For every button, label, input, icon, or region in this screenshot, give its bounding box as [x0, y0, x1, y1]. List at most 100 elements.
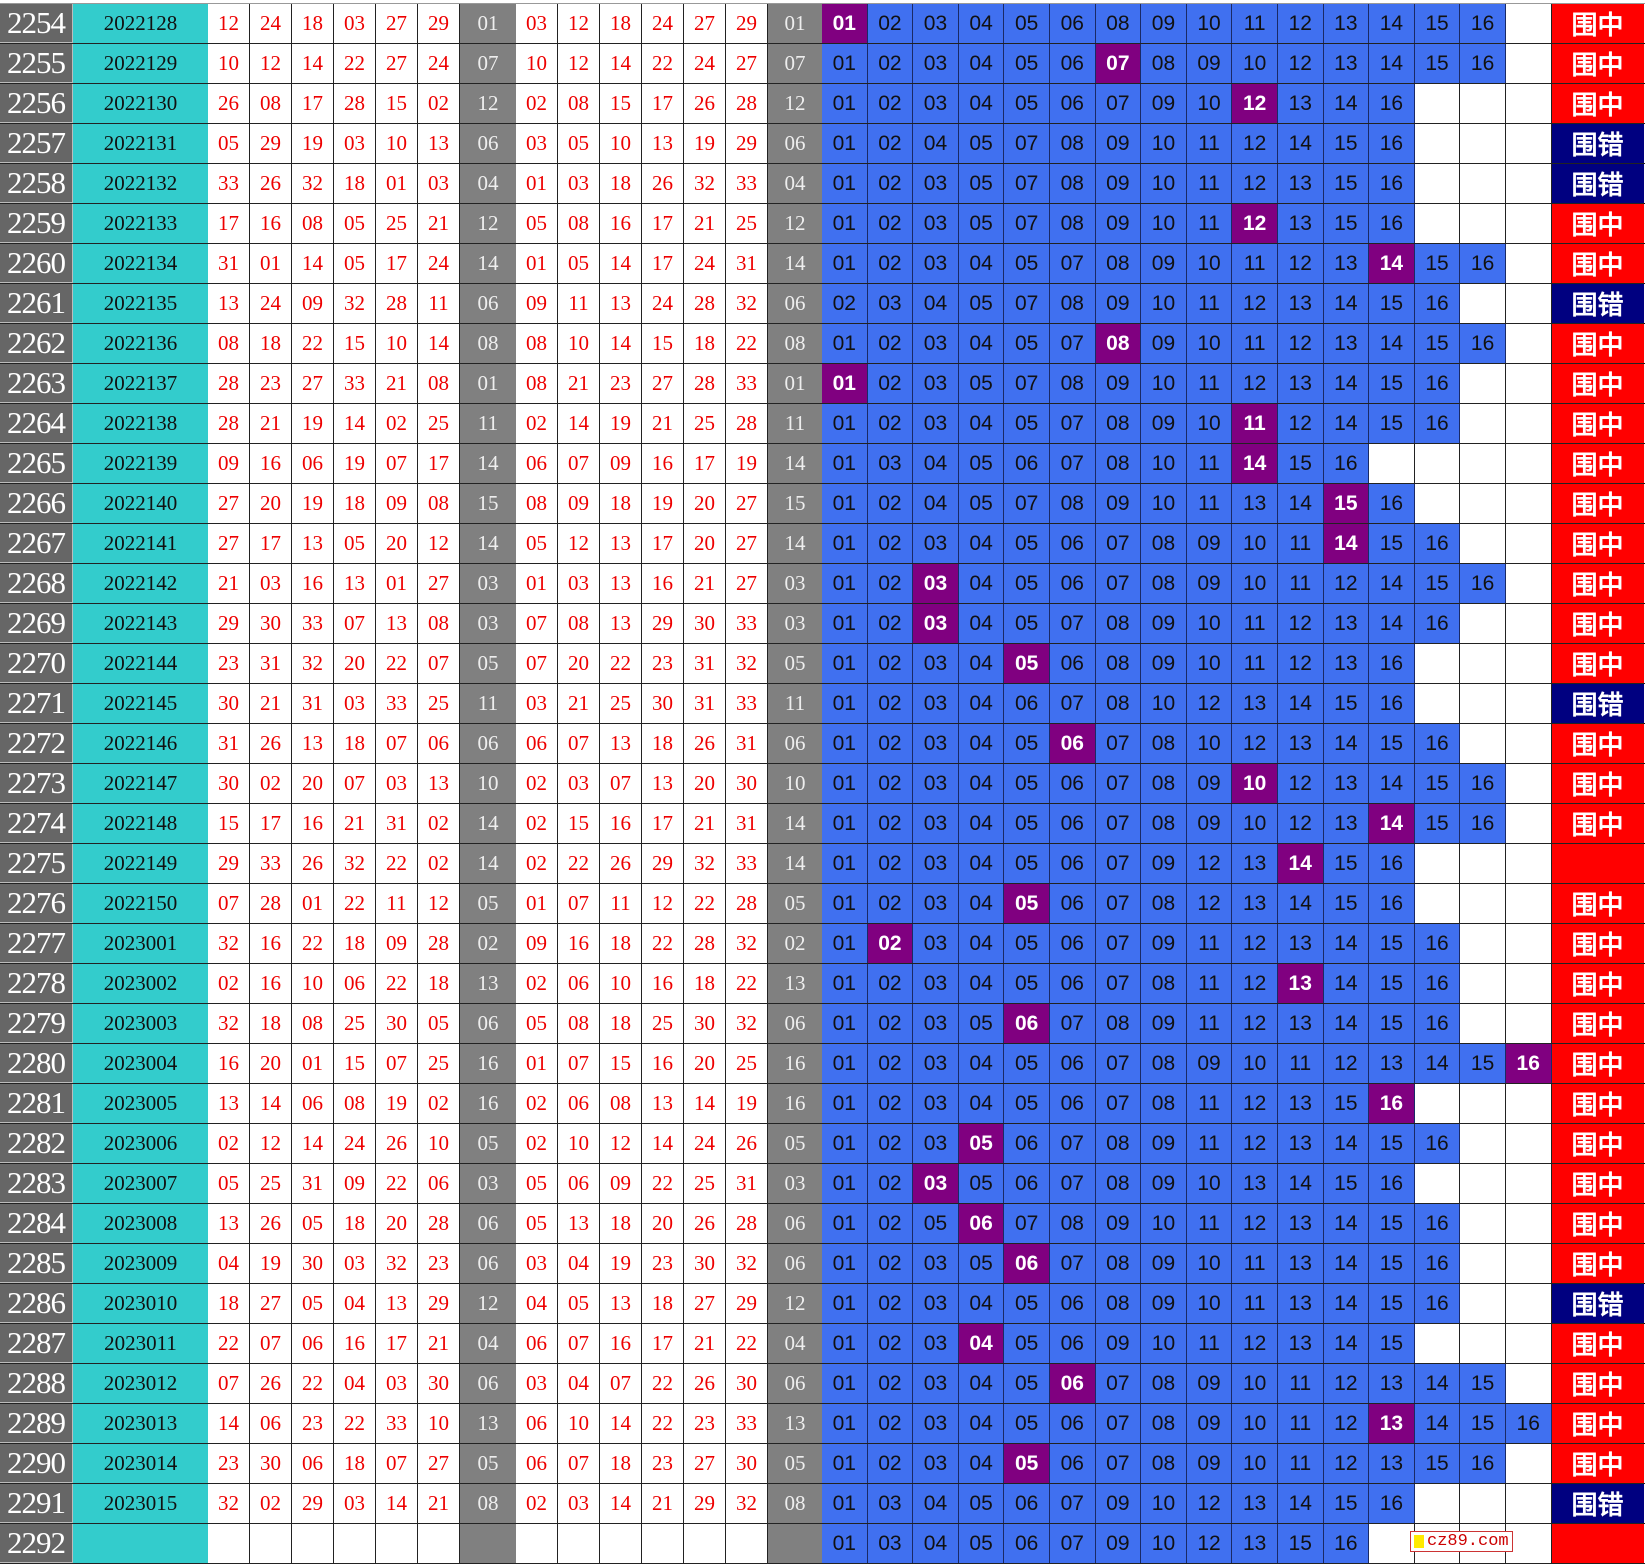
- red-ball-cell[interactable]: 24: [334, 1124, 376, 1163]
- red-ball-cell[interactable]: 21: [376, 364, 418, 403]
- red-ball-cell[interactable]: 12: [250, 44, 292, 83]
- candidate-number-cell[interactable]: 15: [1369, 404, 1415, 443]
- sorted-red-ball-cell[interactable]: 21: [642, 404, 684, 443]
- sorted-red-ball-cell[interactable]: 18: [600, 1004, 642, 1043]
- empty-cell[interactable]: [1460, 844, 1506, 883]
- candidate-number-cell[interactable]: 12: [1277, 44, 1324, 83]
- sorted-red-ball-cell[interactable]: 05: [558, 124, 600, 163]
- candidate-number-cell[interactable]: 10: [1232, 804, 1278, 843]
- candidate-number-cell[interactable]: 14: [1369, 604, 1415, 643]
- candidate-number-cell[interactable]: 15: [1369, 924, 1415, 963]
- candidate-number-cell[interactable]: 02: [867, 1124, 914, 1163]
- sorted-red-ball-cell[interactable]: 25: [684, 1164, 726, 1203]
- candidate-number-cell[interactable]: 07: [1095, 764, 1142, 803]
- candidate-number-cell[interactable]: 08: [1141, 1044, 1187, 1083]
- red-ball-cell[interactable]: 18: [334, 164, 376, 203]
- candidate-number-cell[interactable]: 07: [1049, 604, 1096, 643]
- candidate-number-cell[interactable]: 13: [1232, 844, 1278, 883]
- candidate-number-cell[interactable]: 05: [958, 1244, 1005, 1283]
- hit-number-cell[interactable]: 10: [1232, 764, 1278, 803]
- candidate-number-cell[interactable]: 04: [958, 964, 1005, 1003]
- candidate-number-cell[interactable]: 12: [1232, 124, 1278, 163]
- candidate-number-cell[interactable]: 15: [1277, 444, 1324, 483]
- blue-ball-cell[interactable]: 04: [768, 164, 822, 203]
- blue-ball-cell[interactable]: 11: [460, 404, 516, 443]
- empty-cell[interactable]: [1369, 1524, 1415, 1563]
- candidate-number-cell[interactable]: 14: [1369, 44, 1415, 83]
- blue-ball-cell[interactable]: 12: [460, 1284, 516, 1323]
- red-ball-cell[interactable]: 12: [250, 1124, 292, 1163]
- candidate-number-cell[interactable]: 15: [1369, 284, 1415, 323]
- row-index[interactable]: 2277: [0, 924, 73, 963]
- candidate-number-cell[interactable]: 11: [1277, 1044, 1324, 1083]
- red-ball-cell[interactable]: 14: [334, 404, 376, 443]
- sorted-red-ball-cell[interactable]: 30: [726, 1444, 768, 1483]
- candidate-number-cell[interactable]: 15: [1323, 124, 1370, 163]
- candidate-number-cell[interactable]: 01: [822, 644, 868, 683]
- candidate-number-cell[interactable]: 14: [1277, 684, 1324, 723]
- candidate-number-cell[interactable]: 05: [1004, 244, 1050, 283]
- candidate-number-cell[interactable]: 02: [867, 564, 914, 603]
- sorted-red-ball-cell[interactable]: 03: [516, 684, 558, 723]
- candidate-number-cell[interactable]: 10: [1186, 1284, 1233, 1323]
- sorted-red-ball-cell[interactable]: 10: [558, 324, 600, 363]
- sorted-red-ball-cell[interactable]: 09: [600, 444, 642, 483]
- red-ball-cell[interactable]: 28: [418, 1204, 460, 1243]
- row-index[interactable]: 2263: [0, 364, 73, 403]
- candidate-number-cell[interactable]: 02: [867, 1164, 914, 1203]
- red-ball-cell[interactable]: 07: [418, 644, 460, 683]
- candidate-number-cell[interactable]: 15: [1460, 1404, 1506, 1443]
- period-cell[interactable]: 2023013: [73, 1404, 208, 1443]
- empty-cell[interactable]: [1505, 684, 1552, 723]
- period-cell[interactable]: 2023004: [73, 1044, 208, 1083]
- sorted-red-ball-cell[interactable]: 16: [642, 564, 684, 603]
- hit-number-cell[interactable]: 16: [1369, 1084, 1415, 1123]
- candidate-number-cell[interactable]: 13: [1277, 924, 1324, 963]
- candidate-number-cell[interactable]: 02: [867, 604, 914, 643]
- period-cell[interactable]: 2023010: [73, 1284, 208, 1323]
- candidate-number-cell[interactable]: 11: [1277, 1404, 1324, 1443]
- red-ball-cell[interactable]: 07: [376, 1044, 418, 1083]
- candidate-number-cell[interactable]: 03: [867, 284, 914, 323]
- candidate-number-cell[interactable]: 05: [958, 1484, 1005, 1523]
- sorted-red-ball-cell[interactable]: 16: [600, 804, 642, 843]
- candidate-number-cell[interactable]: 16: [1414, 404, 1461, 443]
- candidate-number-cell[interactable]: 12: [1277, 4, 1324, 43]
- empty-cell[interactable]: [1505, 484, 1552, 523]
- blue-ball-cell[interactable]: 10: [460, 764, 516, 803]
- candidate-number-cell[interactable]: 03: [913, 964, 959, 1003]
- red-ball-cell[interactable]: 18: [334, 924, 376, 963]
- candidate-number-cell[interactable]: 01: [822, 1444, 868, 1483]
- sorted-red-ball-cell[interactable]: 03: [558, 1484, 600, 1523]
- blue-ball-cell[interactable]: 03: [768, 564, 822, 603]
- candidate-number-cell[interactable]: 09: [1186, 804, 1233, 843]
- candidate-number-cell[interactable]: 10: [1141, 684, 1187, 723]
- candidate-number-cell[interactable]: 06: [1049, 564, 1096, 603]
- red-ball-cell[interactable]: 02: [418, 1084, 460, 1123]
- candidate-number-cell[interactable]: 14: [1323, 1004, 1370, 1043]
- red-ball-cell[interactable]: 01: [376, 564, 418, 603]
- sorted-red-ball-cell[interactable]: 17: [684, 444, 726, 483]
- candidate-number-cell[interactable]: 14: [1277, 1164, 1324, 1203]
- period-cell[interactable]: 2023015: [73, 1484, 208, 1523]
- period-cell[interactable]: 2022145: [73, 684, 208, 723]
- red-ball-cell[interactable]: 22: [376, 1164, 418, 1203]
- candidate-number-cell[interactable]: 03: [913, 884, 959, 923]
- candidate-number-cell[interactable]: 05: [958, 204, 1005, 243]
- red-ball-cell[interactable]: 05: [334, 244, 376, 283]
- candidate-number-cell[interactable]: 13: [1323, 44, 1370, 83]
- sorted-red-ball-cell[interactable]: 20: [684, 764, 726, 803]
- candidate-number-cell[interactable]: 08: [1095, 1164, 1142, 1203]
- sorted-red-ball-cell[interactable]: 33: [726, 844, 768, 883]
- candidate-number-cell[interactable]: 02: [867, 884, 914, 923]
- sorted-red-ball-cell[interactable]: [684, 1524, 726, 1563]
- empty-cell[interactable]: [1414, 124, 1461, 163]
- candidate-number-cell[interactable]: 13: [1277, 204, 1324, 243]
- candidate-number-cell[interactable]: 06: [1049, 964, 1096, 1003]
- candidate-number-cell[interactable]: 16: [1414, 1124, 1461, 1163]
- hit-number-cell[interactable]: 11: [1232, 404, 1278, 443]
- red-ball-cell[interactable]: 02: [376, 404, 418, 443]
- candidate-number-cell[interactable]: 01: [822, 164, 868, 203]
- blue-ball-cell[interactable]: 01: [460, 364, 516, 403]
- blue-ball-cell[interactable]: 07: [460, 44, 516, 83]
